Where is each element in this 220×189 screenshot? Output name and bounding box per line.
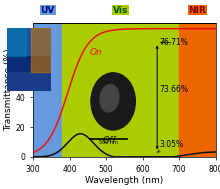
Ellipse shape <box>100 84 119 112</box>
Text: 500 nm: 500 nm <box>99 140 118 145</box>
Text: NIR: NIR <box>188 6 206 15</box>
Bar <box>7 72 51 91</box>
Bar <box>62 23 179 157</box>
Text: On: On <box>90 49 103 57</box>
Bar <box>31 28 51 72</box>
Text: Off: Off <box>102 136 116 145</box>
Text: Vis: Vis <box>113 6 128 15</box>
Text: 73.66%: 73.66% <box>159 85 188 94</box>
Bar <box>33 23 62 157</box>
X-axis label: Wavelength (nm): Wavelength (nm) <box>85 176 163 185</box>
Text: 3.05%: 3.05% <box>158 140 183 152</box>
Text: UV: UV <box>40 6 55 15</box>
Ellipse shape <box>91 73 135 130</box>
Bar <box>7 56 51 72</box>
Bar <box>7 28 26 56</box>
Bar <box>7 28 51 56</box>
Bar <box>179 23 216 157</box>
Text: 76.71%: 76.71% <box>159 38 188 47</box>
Y-axis label: Transmittance (%): Transmittance (%) <box>4 48 13 131</box>
